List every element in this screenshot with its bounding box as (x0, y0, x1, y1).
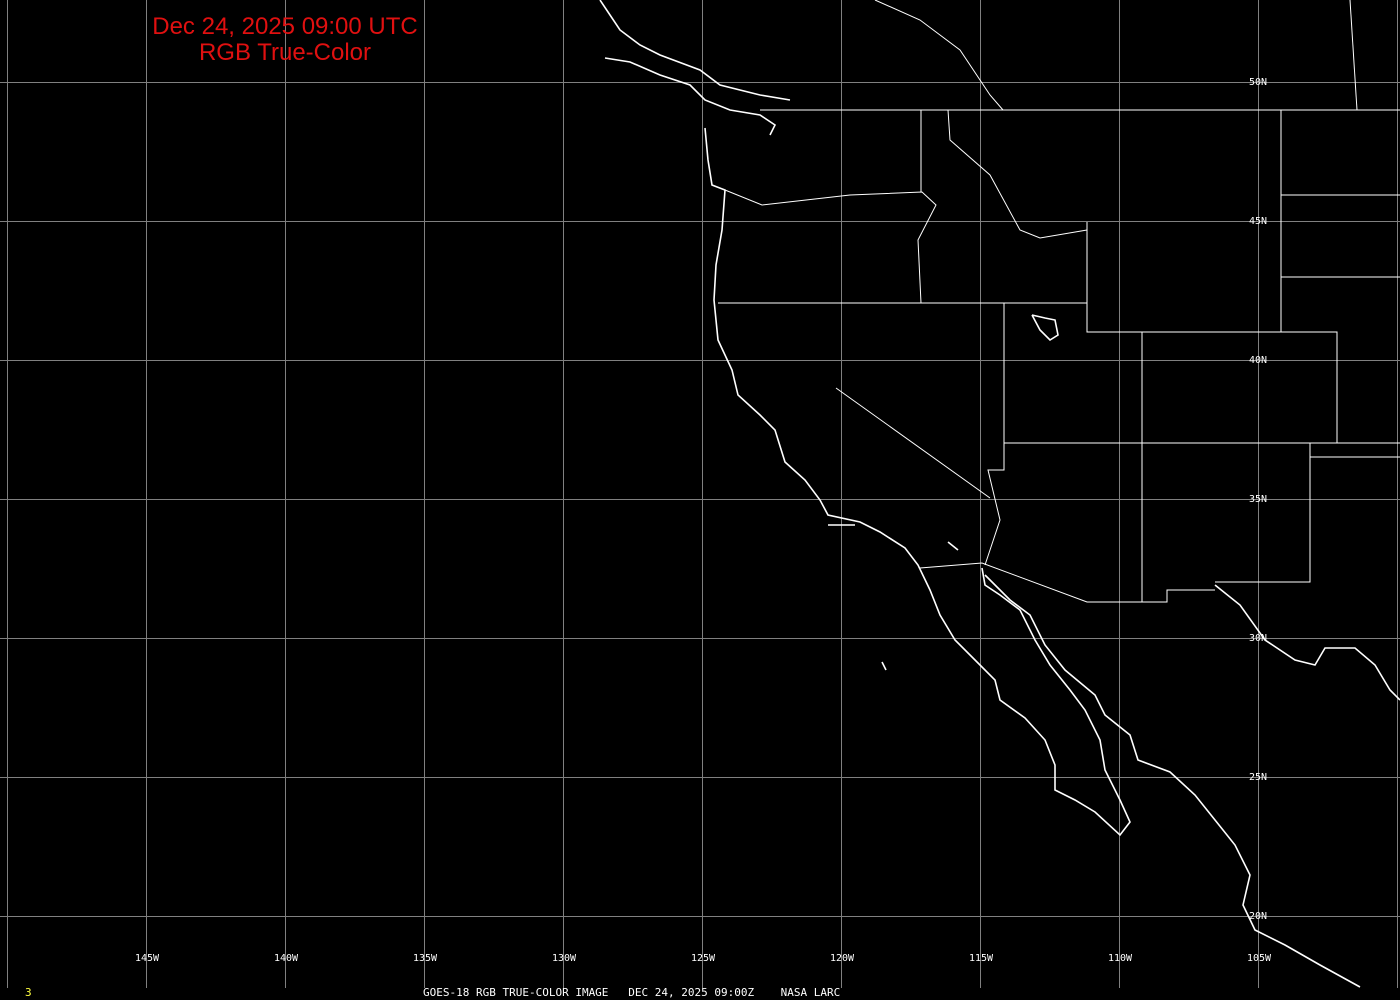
image-title: Dec 24, 2025 09:00 UTC RGB True-Color (140, 14, 430, 66)
footer-caption: GOES-18 RGB TRUE-COLOR IMAGE DEC 24, 202… (423, 986, 841, 999)
pacific-coast-us (704, 127, 1131, 837)
guadalupe-island (881, 661, 887, 671)
timestamp-title: Dec 24, 2025 09:00 UTC (152, 13, 418, 40)
latitude-label: 40N (1249, 355, 1267, 366)
latitude-labels: 50N 45N 40N 35N 30N 25N 20N (1249, 77, 1267, 922)
nv-east-border (984, 303, 1005, 566)
id-mt-border (947, 109, 1088, 239)
gulf-coast-mexico (1214, 584, 1400, 701)
canada-province-border (1349, 0, 1358, 111)
longitude-labels: 145W 140W 135W 130W 125W 120W 115W 110W 105W (135, 953, 1272, 964)
latitude-label: 20N (1249, 911, 1267, 922)
longitude-label: 125W (691, 953, 716, 964)
wa-or-border (724, 189, 937, 304)
latitude-label: 35N (1249, 494, 1267, 505)
longitude-label: 140W (274, 953, 299, 964)
salish-coast (599, 0, 791, 101)
latitude-label: 45N (1249, 216, 1267, 227)
frame-number: 3 (25, 986, 32, 999)
coastlines (599, 0, 1400, 988)
us-mexico-border (919, 562, 1215, 603)
longitude-label: 135W (413, 953, 438, 964)
salton-sea (947, 541, 959, 551)
footer: 3 GOES-18 RGB TRUE-COLOR IMAGE DEC 24, 2… (0, 986, 1400, 1000)
longitude-label: 105W (1247, 953, 1272, 964)
latitude-label: 25N (1249, 772, 1267, 783)
latitude-label: 50N (1249, 77, 1267, 88)
id-ut-border (1086, 222, 1338, 443)
longitude-label: 120W (830, 953, 855, 964)
longitude-label: 115W (969, 953, 994, 964)
nm-border (1215, 443, 1311, 583)
vancouver-island-coast (604, 57, 777, 136)
mexico-mainland-coast (984, 574, 1361, 988)
bc-alberta-border (874, 0, 1004, 111)
great-salt-lake (1031, 314, 1059, 342)
ca-nv-diagonal (835, 387, 991, 499)
latitude-label: 30N (1249, 633, 1267, 644)
longitude-label: 130W (552, 953, 577, 964)
longitude-label: 145W (135, 953, 160, 964)
longitude-label: 110W (1108, 953, 1133, 964)
product-title: RGB True-Color (198, 39, 372, 66)
political-boundaries (718, 0, 1400, 603)
